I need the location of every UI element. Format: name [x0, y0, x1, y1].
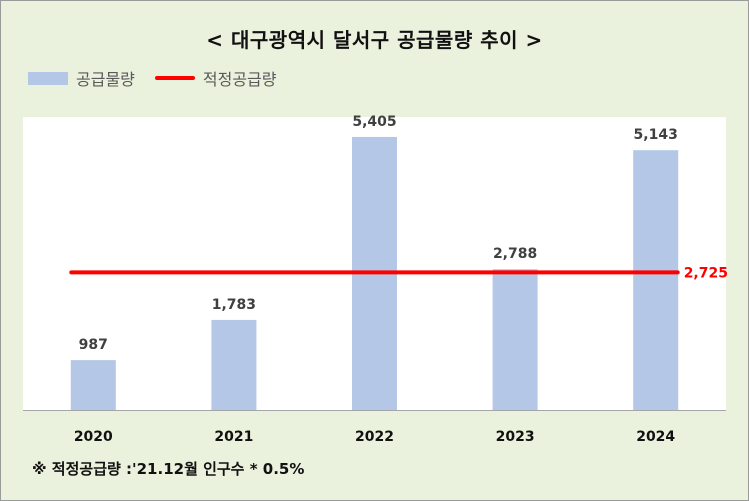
- chart-title: < 대구광역시 달서구 공급물량 추이 >: [206, 28, 543, 52]
- bar-2023: [492, 269, 538, 410]
- bar-2021: [211, 319, 257, 410]
- legend-swatch-proper-supply: [154, 76, 195, 80]
- bar-2020: [70, 360, 116, 410]
- legend-label-supply: 공급물량: [76, 70, 135, 89]
- bar-value-label-2020: 987: [79, 337, 108, 353]
- chart-footnote: ※ 적정공급량 :'21.12월 인구수 * 0.5%: [32, 460, 305, 478]
- bar-value-label-2024: 5,143: [634, 127, 678, 143]
- x-tick-label-2020: 2020: [74, 429, 113, 445]
- bar-value-label-2021: 1,783: [212, 297, 256, 313]
- x-tick-label-2024: 2024: [636, 429, 675, 445]
- legend: 공급물량 적정공급량: [28, 66, 297, 90]
- legend-item-proper-supply: 적정공급량: [154, 66, 277, 90]
- legend-item-supply: 공급물량: [28, 66, 135, 90]
- bar-value-label-2022: 5,405: [352, 114, 396, 130]
- bar-value-label-2023: 2,788: [493, 246, 537, 262]
- legend-swatch-supply: [28, 71, 68, 85]
- x-tick-label-2022: 2022: [355, 429, 394, 445]
- x-tick-label-2021: 2021: [214, 429, 253, 445]
- x-tick-label-2023: 2023: [496, 429, 535, 445]
- proper-supply-value-label: 2,725: [684, 265, 728, 281]
- bar-2024: [633, 150, 679, 411]
- legend-label-proper-supply: 적정공급량: [202, 70, 277, 89]
